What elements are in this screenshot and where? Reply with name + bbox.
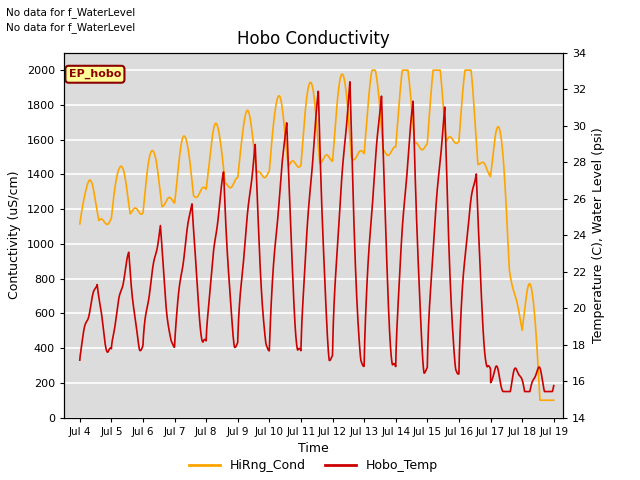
Title: Hobo Conductivity: Hobo Conductivity [237, 30, 390, 48]
Y-axis label: Temperature (C), Water Level (psi): Temperature (C), Water Level (psi) [592, 127, 605, 343]
Text: EP_hobo: EP_hobo [68, 69, 121, 79]
Y-axis label: Contuctivity (uS/cm): Contuctivity (uS/cm) [8, 171, 21, 300]
Legend: HiRng_Cond, Hobo_Temp: HiRng_Cond, Hobo_Temp [184, 454, 444, 477]
X-axis label: Time: Time [298, 442, 329, 455]
Text: No data for f_WaterLevel: No data for f_WaterLevel [6, 22, 136, 33]
Text: No data for f_WaterLevel: No data for f_WaterLevel [6, 7, 136, 18]
